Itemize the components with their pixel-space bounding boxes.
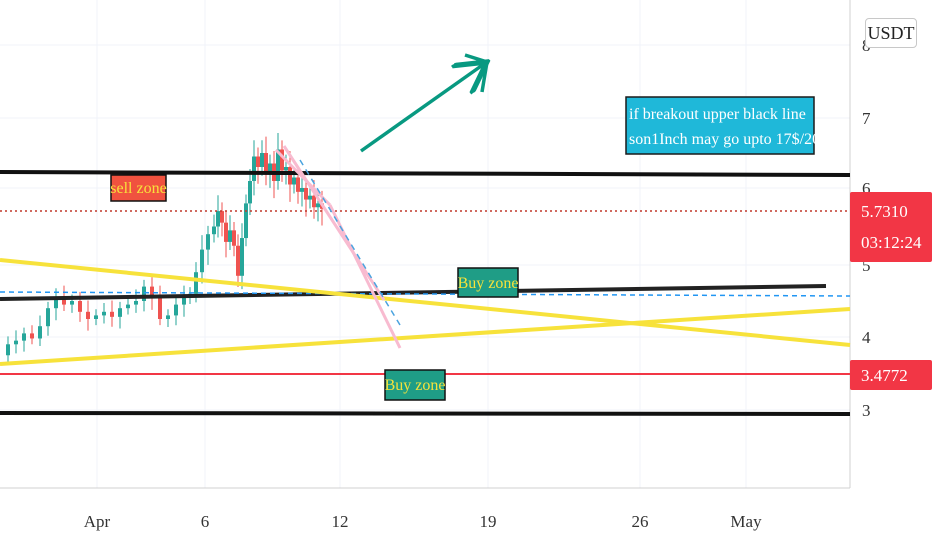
candle-body (166, 315, 170, 319)
candle-body (86, 311, 90, 319)
candlestick-series (6, 132, 324, 363)
buy-zone-text-2: Buy zone (385, 377, 446, 394)
candle-body (268, 163, 272, 174)
candle-body (260, 153, 264, 167)
candle-body (240, 238, 244, 276)
candle-body (182, 297, 186, 305)
candle-body (118, 308, 122, 317)
buy-zone-text-1: Buy zone (458, 275, 519, 292)
price-tick-label: 7 (862, 109, 871, 128)
candle-body (38, 326, 42, 339)
candle-body (288, 167, 292, 185)
last-price-value: 5.7310 (861, 202, 908, 221)
candle-body (256, 156, 260, 167)
candle-body (150, 286, 154, 298)
chart-drawings (0, 53, 851, 416)
breakout-note[interactable]: if breakout upper black line son1Inch ma… (625, 96, 828, 155)
last-price-badge: 5.7310 03:12:24 (850, 192, 932, 262)
candle-body (232, 230, 236, 246)
candle-body (102, 311, 106, 316)
breakout-note-line1: if breakout upper black line (629, 106, 806, 123)
candle-body (276, 149, 280, 181)
time-tick-label: 26 (632, 512, 649, 531)
bar-countdown: 03:12:24 (861, 233, 922, 252)
candle-body (264, 153, 268, 174)
candle-body (46, 308, 50, 327)
candle-body (14, 340, 18, 345)
breakout-note-line2: son1Inch may go upto 17$/20$ (629, 131, 828, 148)
candle-body (228, 230, 232, 242)
time-axis[interactable]: Apr 6 12 19 26 May (84, 512, 762, 531)
time-tick-label: May (730, 512, 762, 531)
yellow-trend-line-up[interactable] (0, 307, 851, 366)
time-tick-label: 6 (201, 512, 210, 531)
breakout-arrowhead (464, 53, 489, 93)
price-tick-label: 6 (862, 179, 871, 198)
channel-lower-line[interactable] (274, 148, 332, 207)
candle-body (134, 301, 138, 305)
candle-body (224, 222, 228, 242)
time-tick-label: 12 (332, 512, 349, 531)
candle-body (280, 149, 284, 171)
candle-body (54, 297, 58, 309)
candle-body (142, 286, 146, 301)
candle-body (316, 203, 320, 208)
price-tick-label: 4 (862, 328, 871, 347)
candle-body (308, 195, 312, 200)
price-tick-label: 3 (862, 401, 871, 420)
candle-body (158, 297, 162, 319)
candle-body (78, 301, 82, 312)
candle-body (236, 245, 240, 276)
yellow-trend-line-down[interactable] (0, 258, 851, 347)
candle-body (110, 311, 114, 317)
candle-body (244, 203, 248, 239)
candle-body (94, 315, 98, 319)
candle-body (70, 301, 74, 305)
currency-button[interactable]: USDT (865, 18, 917, 48)
candle-body (312, 195, 316, 208)
candle-body (200, 249, 204, 273)
candle-body (22, 333, 26, 341)
candle-body (62, 297, 66, 305)
candle-body (206, 234, 210, 250)
candle-body (284, 167, 288, 171)
candle-body (220, 211, 224, 223)
candle-body (212, 226, 216, 235)
candle-body (174, 304, 178, 316)
breakout-arrow[interactable] (359, 64, 484, 153)
candle-body (252, 156, 256, 181)
candle-body (300, 188, 304, 192)
time-tick-label: 19 (480, 512, 497, 531)
time-tick-label: Apr (84, 512, 111, 531)
candle-body (30, 333, 34, 339)
middle-support-line[interactable] (0, 284, 827, 301)
candle-body (126, 304, 130, 309)
candle-body (292, 177, 296, 185)
price-tick-label: 5 (862, 256, 871, 275)
channel-upper-line[interactable] (282, 145, 386, 301)
resistance-line[interactable] (0, 170, 851, 177)
candle-body (6, 344, 10, 356)
candle-body (216, 211, 220, 227)
candle-body (248, 181, 252, 204)
candle-body (296, 177, 300, 192)
level-price-badge: 3.4772 (850, 360, 932, 390)
buy-zone-label-1[interactable]: Buy zone (457, 267, 519, 298)
blue-dashed-level[interactable] (0, 291, 851, 297)
buy-zone-label-2[interactable]: Buy zone (384, 369, 446, 401)
candle-body (304, 188, 308, 200)
level-price-value: 3.4772 (861, 366, 908, 385)
sell-zone-text: sell zone (110, 180, 166, 197)
lower-support-line[interactable] (0, 411, 851, 416)
candle-body (194, 272, 198, 294)
sell-zone-label[interactable]: sell zone (110, 174, 167, 202)
